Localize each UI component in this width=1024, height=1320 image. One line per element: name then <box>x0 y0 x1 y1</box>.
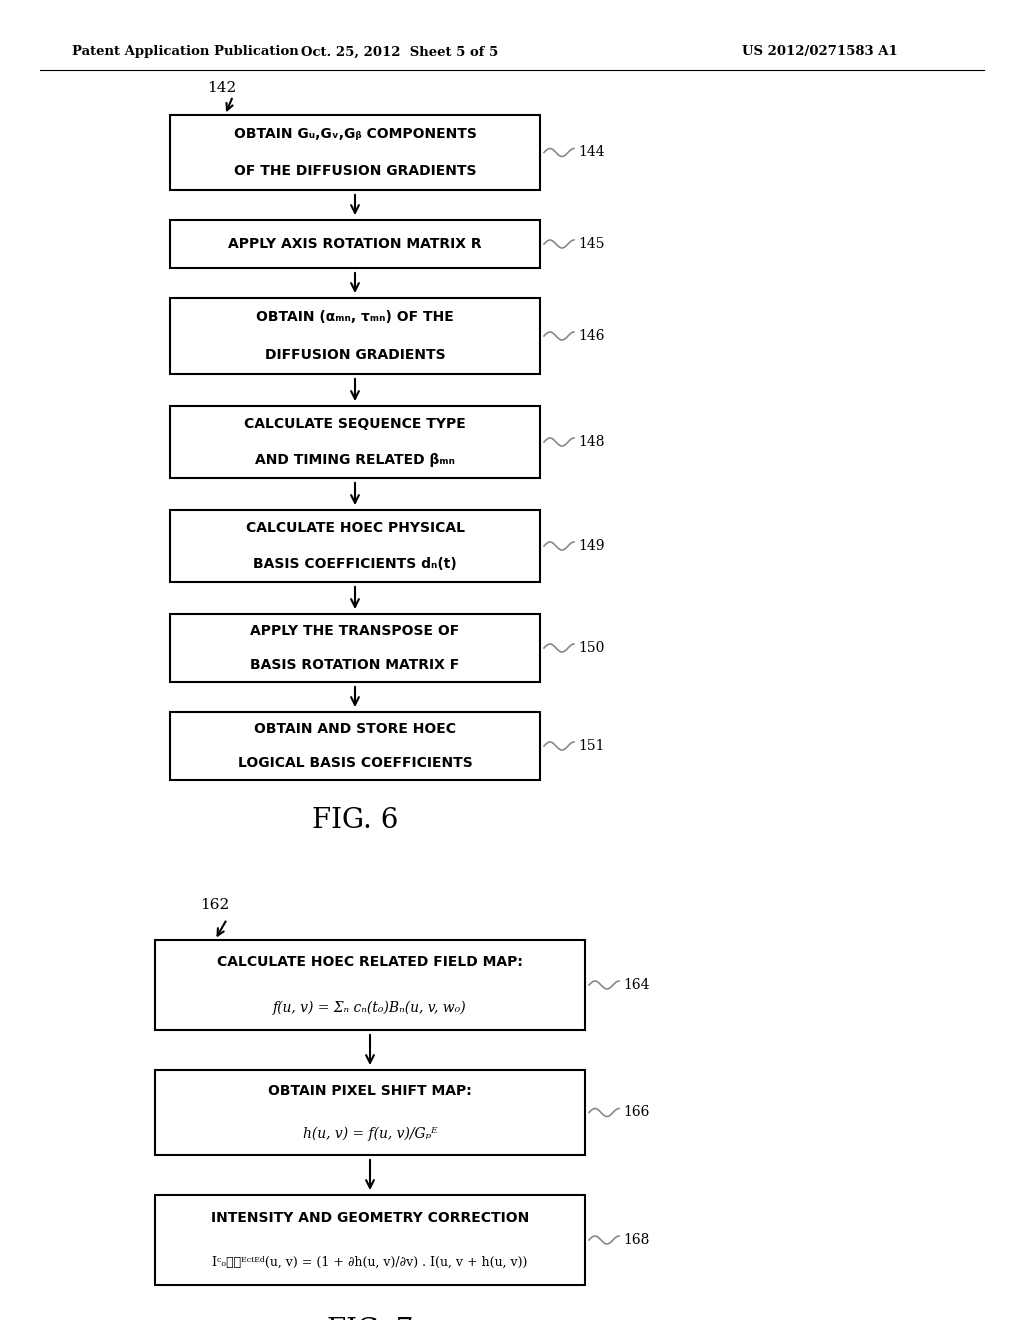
Text: BASIS COEFFICIENTS dₙ(t): BASIS COEFFICIENTS dₙ(t) <box>253 557 457 572</box>
Text: 166: 166 <box>623 1106 649 1119</box>
Text: CALCULATE HOEC PHYSICAL: CALCULATE HOEC PHYSICAL <box>246 521 465 535</box>
Text: 146: 146 <box>578 329 604 343</box>
Text: OBTAIN Gᵤ,Gᵥ,Gᵦ COMPONENTS: OBTAIN Gᵤ,Gᵥ,Gᵦ COMPONENTS <box>233 127 476 141</box>
Text: 148: 148 <box>578 436 604 449</box>
Text: 162: 162 <box>201 898 229 912</box>
Bar <box>155 940 585 1030</box>
Text: APPLY THE TRANSPOSE OF: APPLY THE TRANSPOSE OF <box>251 624 460 638</box>
Text: FIG. 6: FIG. 6 <box>312 807 398 833</box>
Text: AND TIMING RELATED βₘₙ: AND TIMING RELATED βₘₙ <box>255 453 455 467</box>
Bar <box>170 510 540 582</box>
Text: CALCULATE SEQUENCE TYPE: CALCULATE SEQUENCE TYPE <box>244 417 466 432</box>
Bar <box>155 1071 585 1155</box>
Text: LOGICAL BASIS COEFFICIENTS: LOGICAL BASIS COEFFICIENTS <box>238 756 472 770</box>
Text: CALCULATE HOEC RELATED FIELD MAP:: CALCULATE HOEC RELATED FIELD MAP: <box>217 956 523 969</box>
Text: 164: 164 <box>623 978 649 993</box>
Text: 168: 168 <box>623 1233 649 1247</box>
Text: 149: 149 <box>578 539 604 553</box>
Text: OBTAIN AND STORE HOEC: OBTAIN AND STORE HOEC <box>254 722 456 737</box>
Bar <box>170 298 540 374</box>
Text: h(u, v) = f(u, v)/Gₚᴱ: h(u, v) = f(u, v)/Gₚᴱ <box>303 1126 437 1140</box>
Text: Patent Application Publication: Patent Application Publication <box>72 45 299 58</box>
Text: OBTAIN (αₘₙ, τₘₙ) OF THE: OBTAIN (αₘₙ, τₘₙ) OF THE <box>256 310 454 323</box>
Text: 151: 151 <box>578 739 604 752</box>
Text: OBTAIN PIXEL SHIFT MAP:: OBTAIN PIXEL SHIFT MAP: <box>268 1084 472 1098</box>
Text: BASIS ROTATION MATRIX F: BASIS ROTATION MATRIX F <box>251 657 460 672</box>
Text: INTENSITY AND GEOMETRY CORRECTION: INTENSITY AND GEOMETRY CORRECTION <box>211 1210 529 1225</box>
Text: 142: 142 <box>208 81 237 95</box>
Bar <box>170 115 540 190</box>
Text: OF THE DIFFUSION GRADIENTS: OF THE DIFFUSION GRADIENTS <box>233 164 476 178</box>
Bar <box>170 407 540 478</box>
Text: f(u, v) = Σₙ cₙ(t₀)Bₙ(u, v, w₀): f(u, v) = Σₙ cₙ(t₀)Bₙ(u, v, w₀) <box>273 1001 467 1015</box>
Text: 144: 144 <box>578 145 604 160</box>
Text: Iᶜₒ⭣⭣ᴱᶜᵗᴱᵈ(u, v) = (1 + ∂h(u, v)/∂v) . I(u, v + h(u, v)): Iᶜₒ⭣⭣ᴱᶜᵗᴱᵈ(u, v) = (1 + ∂h(u, v)/∂v) . I… <box>212 1257 527 1269</box>
Text: Oct. 25, 2012  Sheet 5 of 5: Oct. 25, 2012 Sheet 5 of 5 <box>301 45 499 58</box>
Text: 145: 145 <box>578 238 604 251</box>
Text: FIG. 7: FIG. 7 <box>327 1316 414 1320</box>
Text: APPLY AXIS ROTATION MATRIX R: APPLY AXIS ROTATION MATRIX R <box>228 238 482 251</box>
Text: US 2012/0271583 A1: US 2012/0271583 A1 <box>742 45 898 58</box>
Text: DIFFUSION GRADIENTS: DIFFUSION GRADIENTS <box>264 348 445 362</box>
Bar <box>170 220 540 268</box>
Text: 150: 150 <box>578 642 604 655</box>
Bar <box>170 614 540 682</box>
Bar <box>155 1195 585 1284</box>
Bar <box>170 711 540 780</box>
